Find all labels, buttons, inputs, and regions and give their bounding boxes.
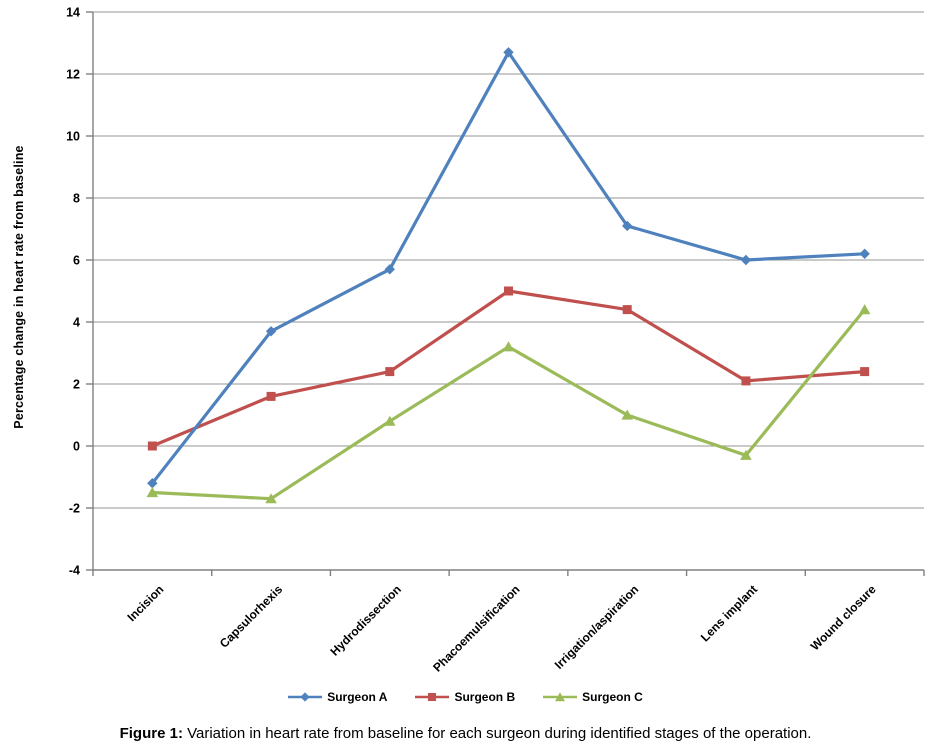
diamond-legend-marker-icon — [288, 692, 323, 702]
series-line-surgeon-c — [150, 308, 867, 501]
data-point-square-surgeon-b — [504, 286, 513, 296]
x-category-label: Lens implant — [698, 582, 760, 644]
legend-label-surgeon-c: Surgeon C — [582, 690, 643, 704]
y-tick-label: 8 — [73, 192, 80, 206]
data-point-square-surgeon-b — [860, 367, 870, 377]
data-point-diamond-surgeon-a — [622, 220, 633, 232]
y-tick-label: 2 — [73, 378, 80, 392]
series-line-surgeon-a — [150, 50, 867, 485]
legend-label-surgeon-b: Surgeon B — [454, 690, 516, 704]
data-point-diamond-surgeon-a — [503, 47, 514, 58]
y-tick-label: 0 — [73, 440, 80, 454]
series-line-surgeon-b — [150, 289, 867, 448]
legend-label-surgeon-a: Surgeon A — [327, 690, 388, 704]
data-point-square-surgeon-b — [266, 391, 276, 401]
y-tick-label: 6 — [73, 254, 80, 268]
triangle-legend-marker-icon — [543, 692, 578, 702]
data-point-triangle-surgeon-c — [383, 415, 396, 426]
data-point-diamond-surgeon-a — [265, 326, 277, 337]
data-point-triangle-surgeon-c — [740, 449, 752, 460]
data-point-triangle-surgeon-c — [621, 409, 634, 420]
data-point-diamond-surgeon-a — [147, 478, 158, 489]
figure-caption: Figure 1: Variation in heart rate from b… — [0, 724, 931, 744]
y-tick-label: -2 — [69, 502, 80, 516]
data-point-triangle-surgeon-c — [146, 487, 159, 498]
x-category-label: Wound closure — [808, 582, 879, 653]
square-legend-marker-icon — [415, 693, 450, 701]
y-tick-label: 12 — [66, 68, 80, 82]
caption-figure-number: Figure 1: — [119, 725, 183, 742]
data-point-triangle-surgeon-c — [265, 493, 277, 504]
y-tick-label: 14 — [66, 6, 80, 20]
data-point-diamond-surgeon-a — [384, 264, 395, 275]
data-point-diamond-surgeon-a — [740, 254, 752, 266]
x-category-label: Incision — [125, 582, 167, 624]
x-category-label: Capsulorhexis — [217, 582, 286, 651]
data-point-triangle-surgeon-c — [858, 304, 871, 315]
y-tick-label: 10 — [66, 130, 80, 144]
data-point-square-surgeon-b — [147, 441, 157, 451]
y-tick-label: 4 — [73, 316, 80, 330]
legend-item-surgeon-b: Surgeon B — [415, 690, 515, 704]
legend-item-surgeon-c: Surgeon C — [543, 690, 643, 704]
data-point-square-surgeon-b — [622, 305, 632, 315]
data-point-diamond-surgeon-a — [859, 248, 870, 259]
legend-item-surgeon-a: Surgeon A — [288, 690, 387, 704]
y-tick-label: -4 — [69, 564, 80, 578]
x-category-label: Hydrodissection — [328, 582, 404, 658]
x-category-label: Irrigation/aspiration — [552, 582, 642, 672]
data-point-triangle-surgeon-c — [502, 341, 515, 352]
x-category-label: Phacoemulsification — [430, 582, 522, 674]
chart-legend: Surgeon A Surgeon B Surgeon C — [0, 688, 931, 706]
line-chart-plot-area: -4 -2 0 2 4 6 8 10 12 14 Incision Capsulorhexis Hydr… — [66, 6, 925, 675]
caption-text: Variation in heart rate from baseline fo… — [187, 725, 812, 742]
data-point-square-surgeon-b — [741, 376, 751, 386]
data-point-square-surgeon-b — [385, 367, 395, 377]
